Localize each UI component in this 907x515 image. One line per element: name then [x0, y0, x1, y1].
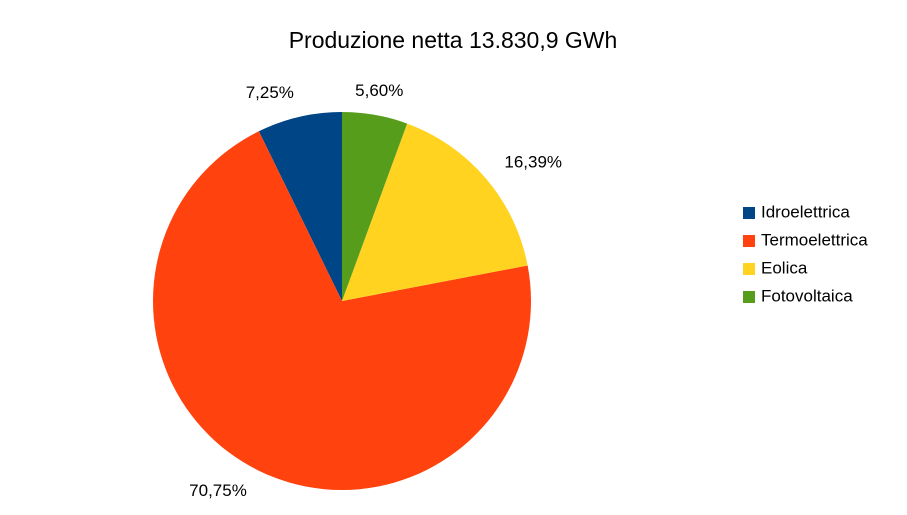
legend-label: Idroelettrica [761, 202, 850, 221]
legend-swatch [743, 263, 755, 275]
pie-slice [342, 123, 528, 301]
pie-slice [152, 131, 531, 490]
legend-label: Termoelettrica [761, 230, 868, 249]
pie-slice [258, 112, 342, 301]
data-label: 70,75% [189, 481, 247, 500]
legend-label: Fotovoltaica [761, 286, 853, 305]
data-label: 16,39% [504, 153, 562, 172]
legend-swatch [743, 235, 755, 247]
data-label: 5,60% [355, 81, 403, 100]
legend-label: Eolica [761, 258, 808, 277]
pie-slice [342, 112, 408, 301]
data-label: 7,25% [246, 83, 294, 102]
legend-swatch [743, 291, 755, 303]
chart-title: Produzione netta 13.830,9 GWh [289, 27, 618, 53]
legend-swatch [743, 207, 755, 219]
